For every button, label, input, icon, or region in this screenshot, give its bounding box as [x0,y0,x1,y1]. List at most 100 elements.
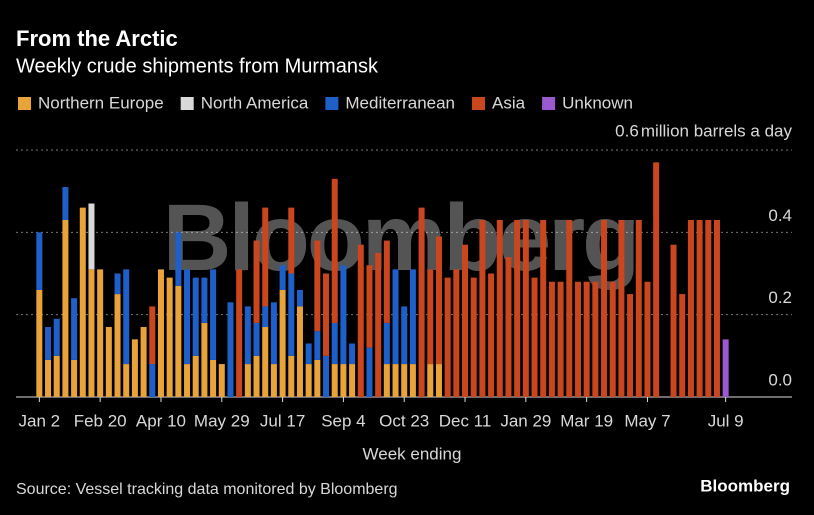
bar-segment [401,306,408,365]
bar-segment [62,187,69,220]
bar-segment [713,219,720,397]
bar-segment [323,273,330,356]
bar-segment [383,322,390,365]
bar-segment [601,219,608,397]
bar-segment [244,364,251,397]
bar-segment [409,364,416,397]
bar-segment [175,285,182,397]
bar-segment [201,277,208,323]
bar-segment [444,277,451,397]
bar-segment [288,355,295,397]
bar-segment [218,364,225,397]
bar-segment [244,306,251,365]
bar-segment [53,318,60,356]
bar-segment [375,252,382,397]
bar-segment [279,289,286,397]
bar-segment [314,331,321,360]
bar-segment [609,281,616,397]
bar-segment [401,364,408,397]
bar-segment [149,306,156,365]
bar-segment [635,219,642,397]
y-axis-label: million barrels a day [641,121,793,140]
bar-segment [140,327,147,397]
bar-segment [383,240,390,323]
bar-segment [88,203,95,270]
bar-segment [548,281,555,397]
legend-swatch [325,97,339,110]
bar-segment [114,273,121,295]
bar-segment [270,364,277,397]
bar-segment [340,364,347,397]
bar-segment [253,355,260,397]
bar-segment [574,281,581,397]
bar-segment [331,178,338,323]
bar-segment [366,265,373,348]
x-tick-label: Jul 9 [708,411,744,430]
bar-segment [97,269,104,397]
y-tick-label: 0.2 [768,288,792,307]
bar-segment [427,269,434,365]
bar-segment [418,207,425,397]
bar-segment [296,306,303,397]
bar-segment [618,219,625,397]
x-axis-label: Week ending [363,444,462,463]
chart-title: From the Arctic [16,26,178,51]
legend-swatch [18,97,31,110]
bar-segment [435,236,442,365]
bar-segment [696,219,703,397]
bar-segment [566,219,573,397]
bar-segment [627,294,634,397]
bar-segment [470,277,477,397]
bar-segment [36,232,43,290]
bar-segment [36,289,43,397]
legend-label: Asia [492,93,526,112]
bar-segment [79,207,86,397]
chart-subtitle: Weekly crude shipments from Murmansk [16,55,379,77]
y-tick-label: 0.6 [615,121,639,140]
legend-label: Mediterranean [345,93,455,112]
bar-segment [314,240,321,332]
x-tick-label: Sep 4 [321,411,365,430]
y-tick-label: 0.0 [768,370,792,389]
bar-segment [409,269,416,365]
bar-segment [296,289,303,307]
x-tick-label: Jan 2 [19,411,61,430]
bar-segment [123,364,130,397]
x-tick-label: Dec 11 [439,411,492,430]
x-tick-label: May 7 [624,411,670,430]
brand: Bloomberg [700,476,790,495]
bar-segment [305,364,312,397]
bar-segment [722,339,729,397]
bar-segment [210,359,217,397]
bar-segment [427,364,434,397]
bar-segment [192,355,199,397]
bar-segment [383,364,390,397]
x-tick-label: Oct 23 [379,411,429,430]
bar-segment [305,343,312,365]
bar-segment [45,327,52,360]
bar-segment [131,339,138,397]
bar-segment [522,219,529,397]
bar-segment [592,281,599,397]
bar-segment [670,244,677,397]
bar-segment [201,322,208,397]
bar-segment [45,359,52,397]
bar-segment [687,219,694,397]
bar-segment [253,322,260,356]
bar-segment [531,277,538,397]
bar-segment [540,219,547,397]
bar-segment [210,269,217,360]
legend-swatch [180,97,194,110]
bar-segment [392,269,399,365]
bar-segment [583,281,590,397]
bar-segment [349,343,356,365]
bar-segment [184,269,191,365]
bar-segment [479,219,486,397]
y-tick-label: 0.4 [768,206,792,225]
bar-segment [253,240,260,323]
x-tick-label: May 29 [194,411,250,430]
bar-segment [288,273,295,356]
bar-segment [236,269,243,397]
bar-segment [357,244,364,397]
bar-segment [262,327,269,397]
